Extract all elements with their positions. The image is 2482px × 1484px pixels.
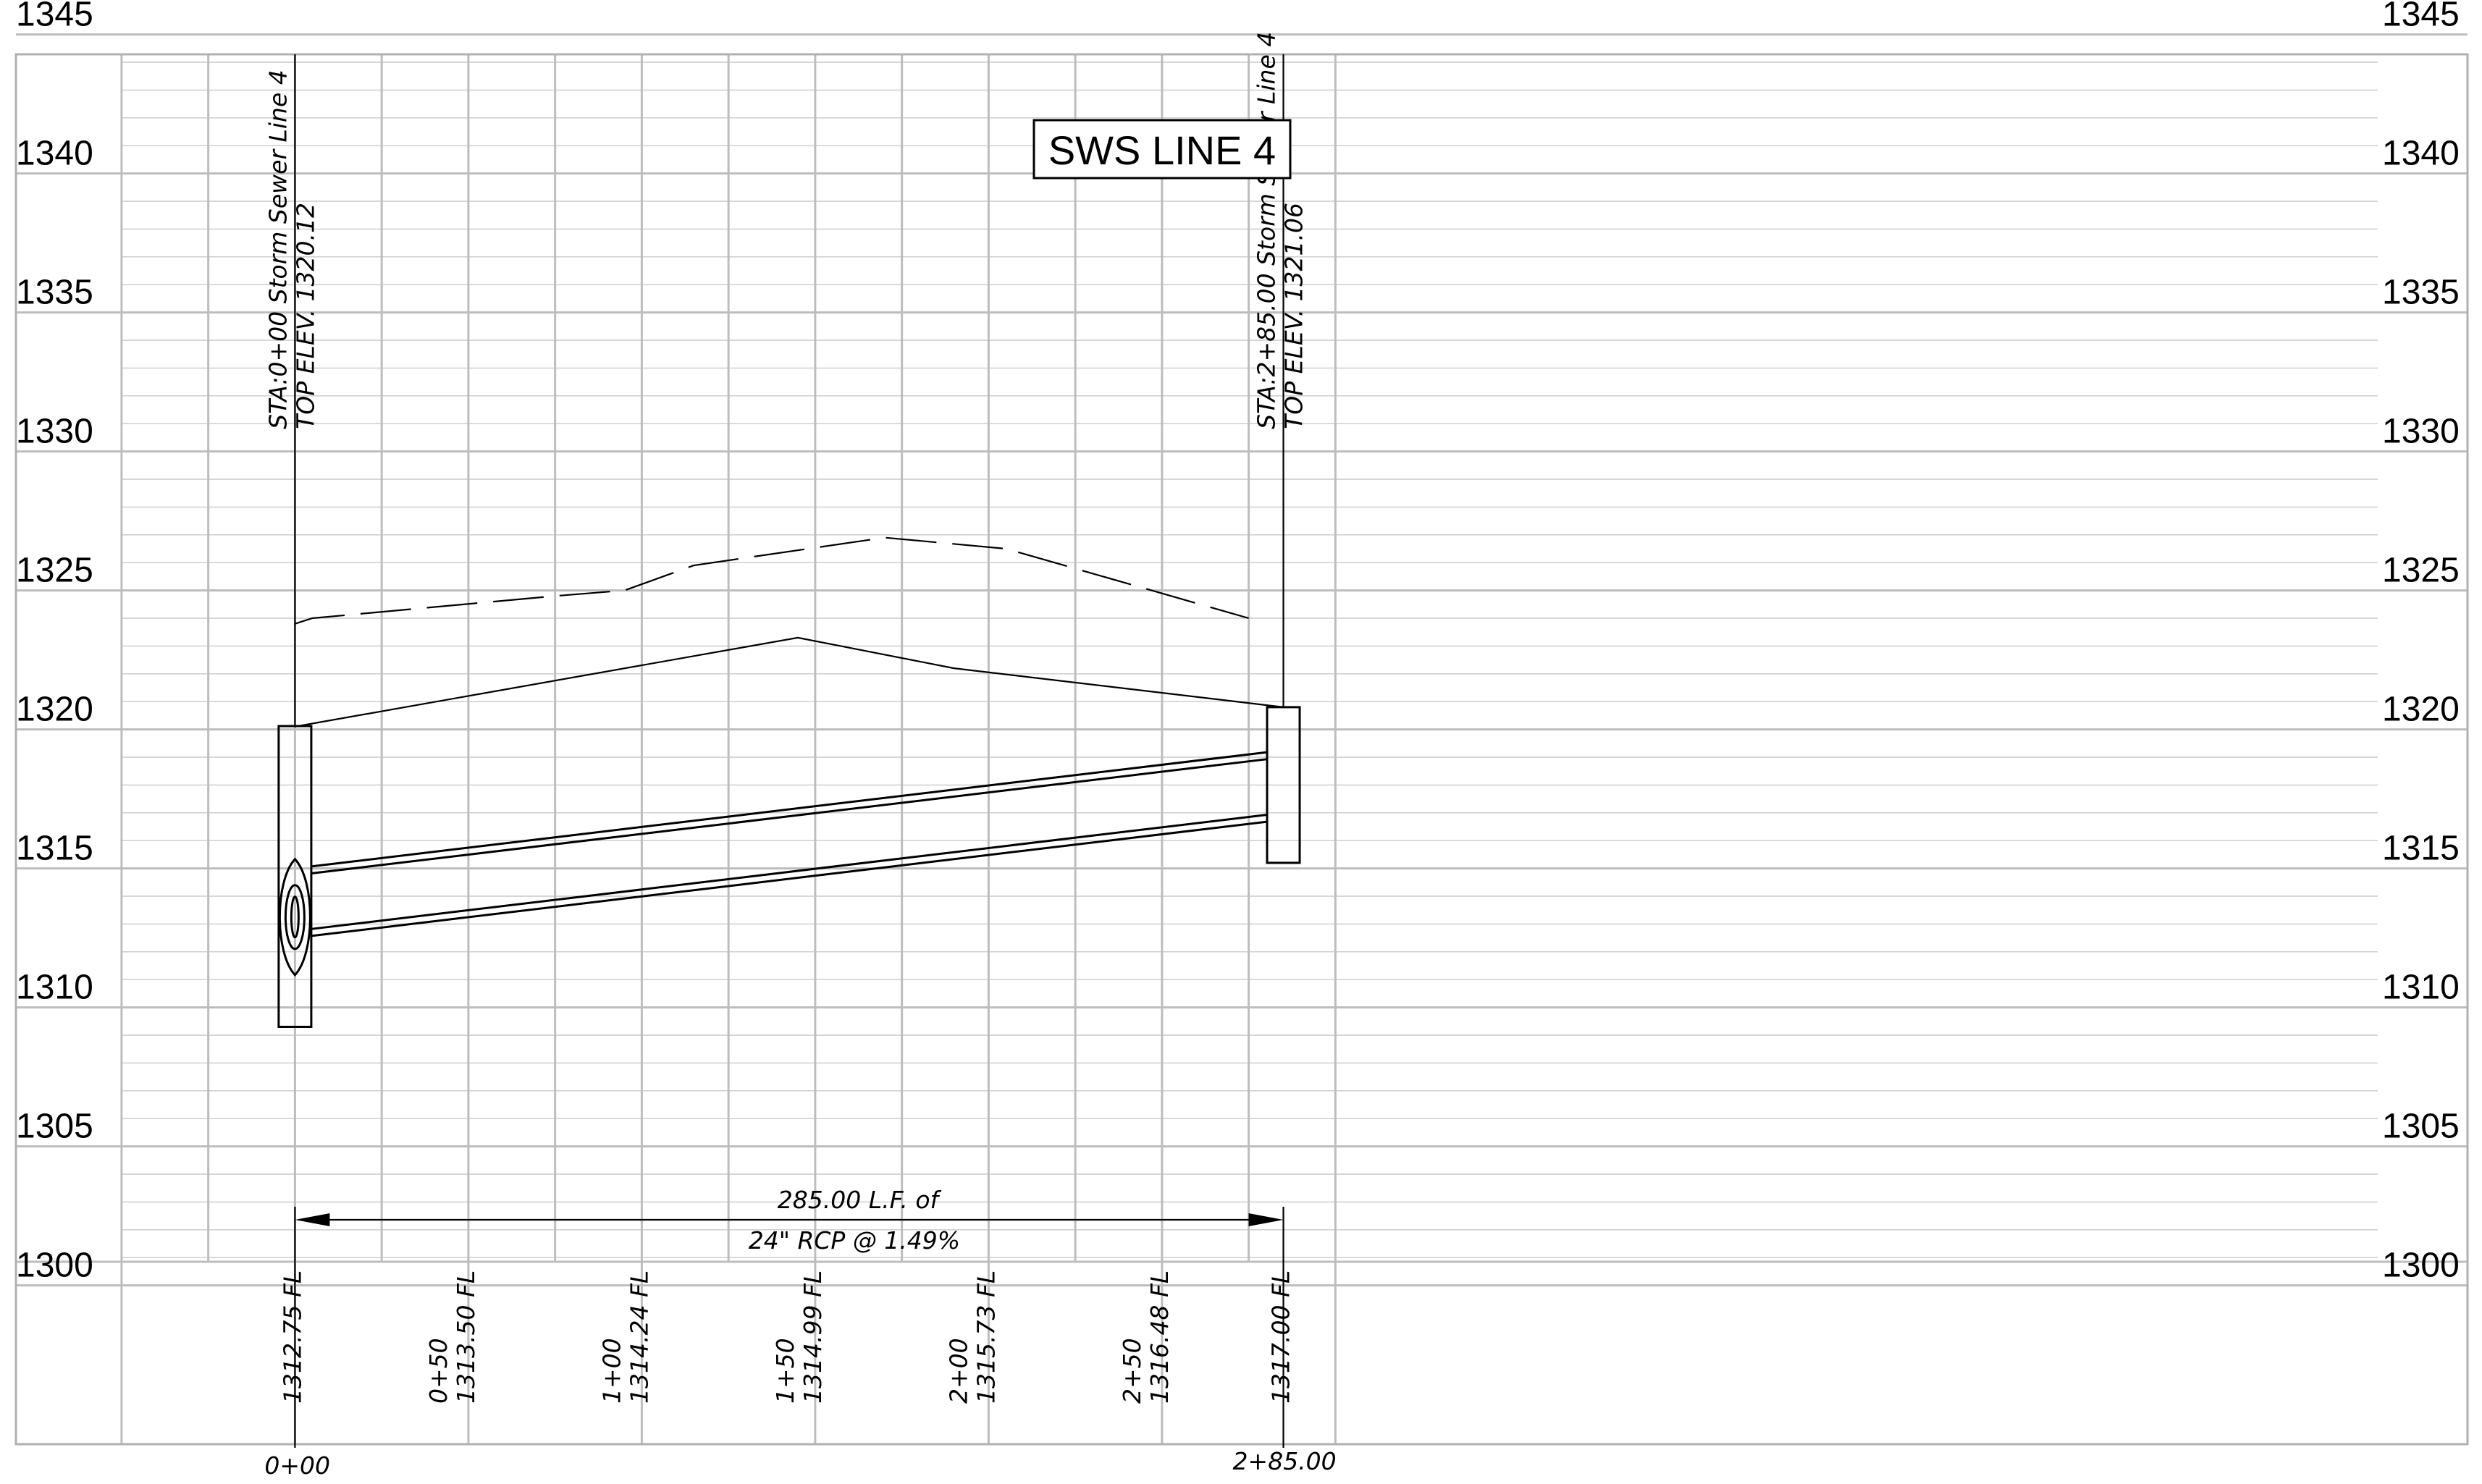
flowline-station: 1+50 [771,1338,799,1404]
start-station-label: 0+00 [264,1451,330,1480]
elevation-label-left: 1305 [16,1108,93,1146]
flowline-label: 2+001315.73 FL [944,1270,1000,1404]
pipe-length-label: 285.00 L.F. of [778,1186,942,1214]
pipe-wall-line [311,814,1268,930]
elevation-label-right: 1315 [2382,830,2460,868]
pipe-size-label: 24" RCP @ 1.49% [749,1226,960,1255]
elevation-label-right: 1310 [2382,969,2460,1007]
flowline-elevation: 1312.75 FL [278,1270,306,1404]
flowline-station: 1+00 [597,1338,626,1404]
elevation-label-left: 1320 [16,691,93,729]
profile-frame [14,53,2469,1446]
flowline-elevation: 1317.00 FL [1267,1270,1295,1404]
structure-label-line2: TOP ELEV. 1321.06 [1280,203,1308,429]
flowline-elevation: 1314.24 FL [625,1270,653,1404]
structure-label-line1: STA:0+00 Storm Sewer Line 4 [264,69,292,429]
elevation-label-right: 1320 [2382,691,2460,729]
structure-label-line2: TOP ELEV. 1320.12 [291,203,319,429]
outer-frame [14,53,2469,1446]
flowline-elevation: 1315.73 FL [972,1270,1000,1404]
outlet-outer-shape [278,857,311,977]
dimension-arrow-start [295,1213,330,1226]
grid [16,33,2468,1444]
pipe-dimension: 285.00 L.F. of 24" RCP @ 1.49% [294,1186,1284,1448]
flowline-labels: 1312.75 FL 0+501313.50 FL 1+001314.24 FL 1+… [264,1270,1336,1480]
outlet-inner-ring [284,884,306,950]
end-station-label: 2+85.00 [1233,1447,1337,1475]
elevation-label-left: 1300 [16,1247,93,1285]
flowline-label: 1317.00 FL [1267,1270,1295,1404]
flowline-label: 1+001314.24 FL [597,1270,653,1404]
elevation-label-left: 1340 [16,135,93,173]
elevation-label-right: 1300 [2382,1247,2460,1285]
elevation-label-left: 1310 [16,969,93,1007]
outlet-core [290,895,300,939]
elevation-label-right: 1345 [2382,0,2460,34]
existing-ground-line [295,536,1249,625]
structure-label: STA:0+00 Storm Sewer Line 4TOP ELEV. 132… [264,69,319,429]
profile-title: SWS LINE 4 [1048,127,1276,173]
elevation-label-right: 1325 [2382,552,2460,590]
elevation-label-left: 1345 [16,0,93,34]
elevation-label-left: 1325 [16,552,93,590]
flowline-label: 2+501316.48 FL [1118,1270,1174,1404]
pipe-profile [311,751,1268,937]
dimension-arrow-end [1248,1213,1284,1226]
flowline-label: 1+501314.99 FL [771,1270,827,1404]
title-box: SWS LINE 4 [1032,119,1292,180]
structures: STA:0+00 Storm Sewer Line 4TOP ELEV. 132… [264,32,1308,1028]
flowline-elevation: 1313.50 FL [452,1270,480,1404]
flowline-station: 2+50 [1118,1338,1146,1404]
flowline-station: 0+50 [424,1338,453,1404]
flowline-label: 1312.75 FL [278,1270,306,1404]
elevation-label-right: 1340 [2382,135,2460,173]
elevation-label-left: 1330 [16,413,93,451]
pipe-wall-line [311,820,1268,937]
flowline-station: 2+00 [944,1338,972,1404]
flowline-label: 0+501313.50 FL [424,1270,480,1404]
proposed-grade-polyline [295,636,1284,728]
elevation-label-left: 1315 [16,830,93,868]
existing-ground-polyline [295,536,1249,625]
elevation-label-right: 1330 [2382,413,2460,451]
structure-label-line1: STA:2+85.00 Storm Sewer Line 4 [1253,32,1281,429]
elevation-label-right: 1335 [2382,274,2460,312]
flowline-elevation: 1314.99 FL [799,1270,827,1404]
pipe-wall-line [311,758,1268,874]
elevation-label-right: 1305 [2382,1108,2460,1146]
elevation-label-left: 1335 [16,274,93,312]
flowline-elevation: 1316.48 FL [1145,1270,1174,1404]
structure-label: STA:2+85.00 Storm Sewer Line 4TOP ELEV. … [1253,32,1308,429]
elevation-labels: 1300 1300 1305 1305 1310 1310 1315 1315 1320 1320… [16,0,2460,1285]
pipe-wall-line [311,751,1268,868]
proposed-grade-line [295,636,1284,728]
